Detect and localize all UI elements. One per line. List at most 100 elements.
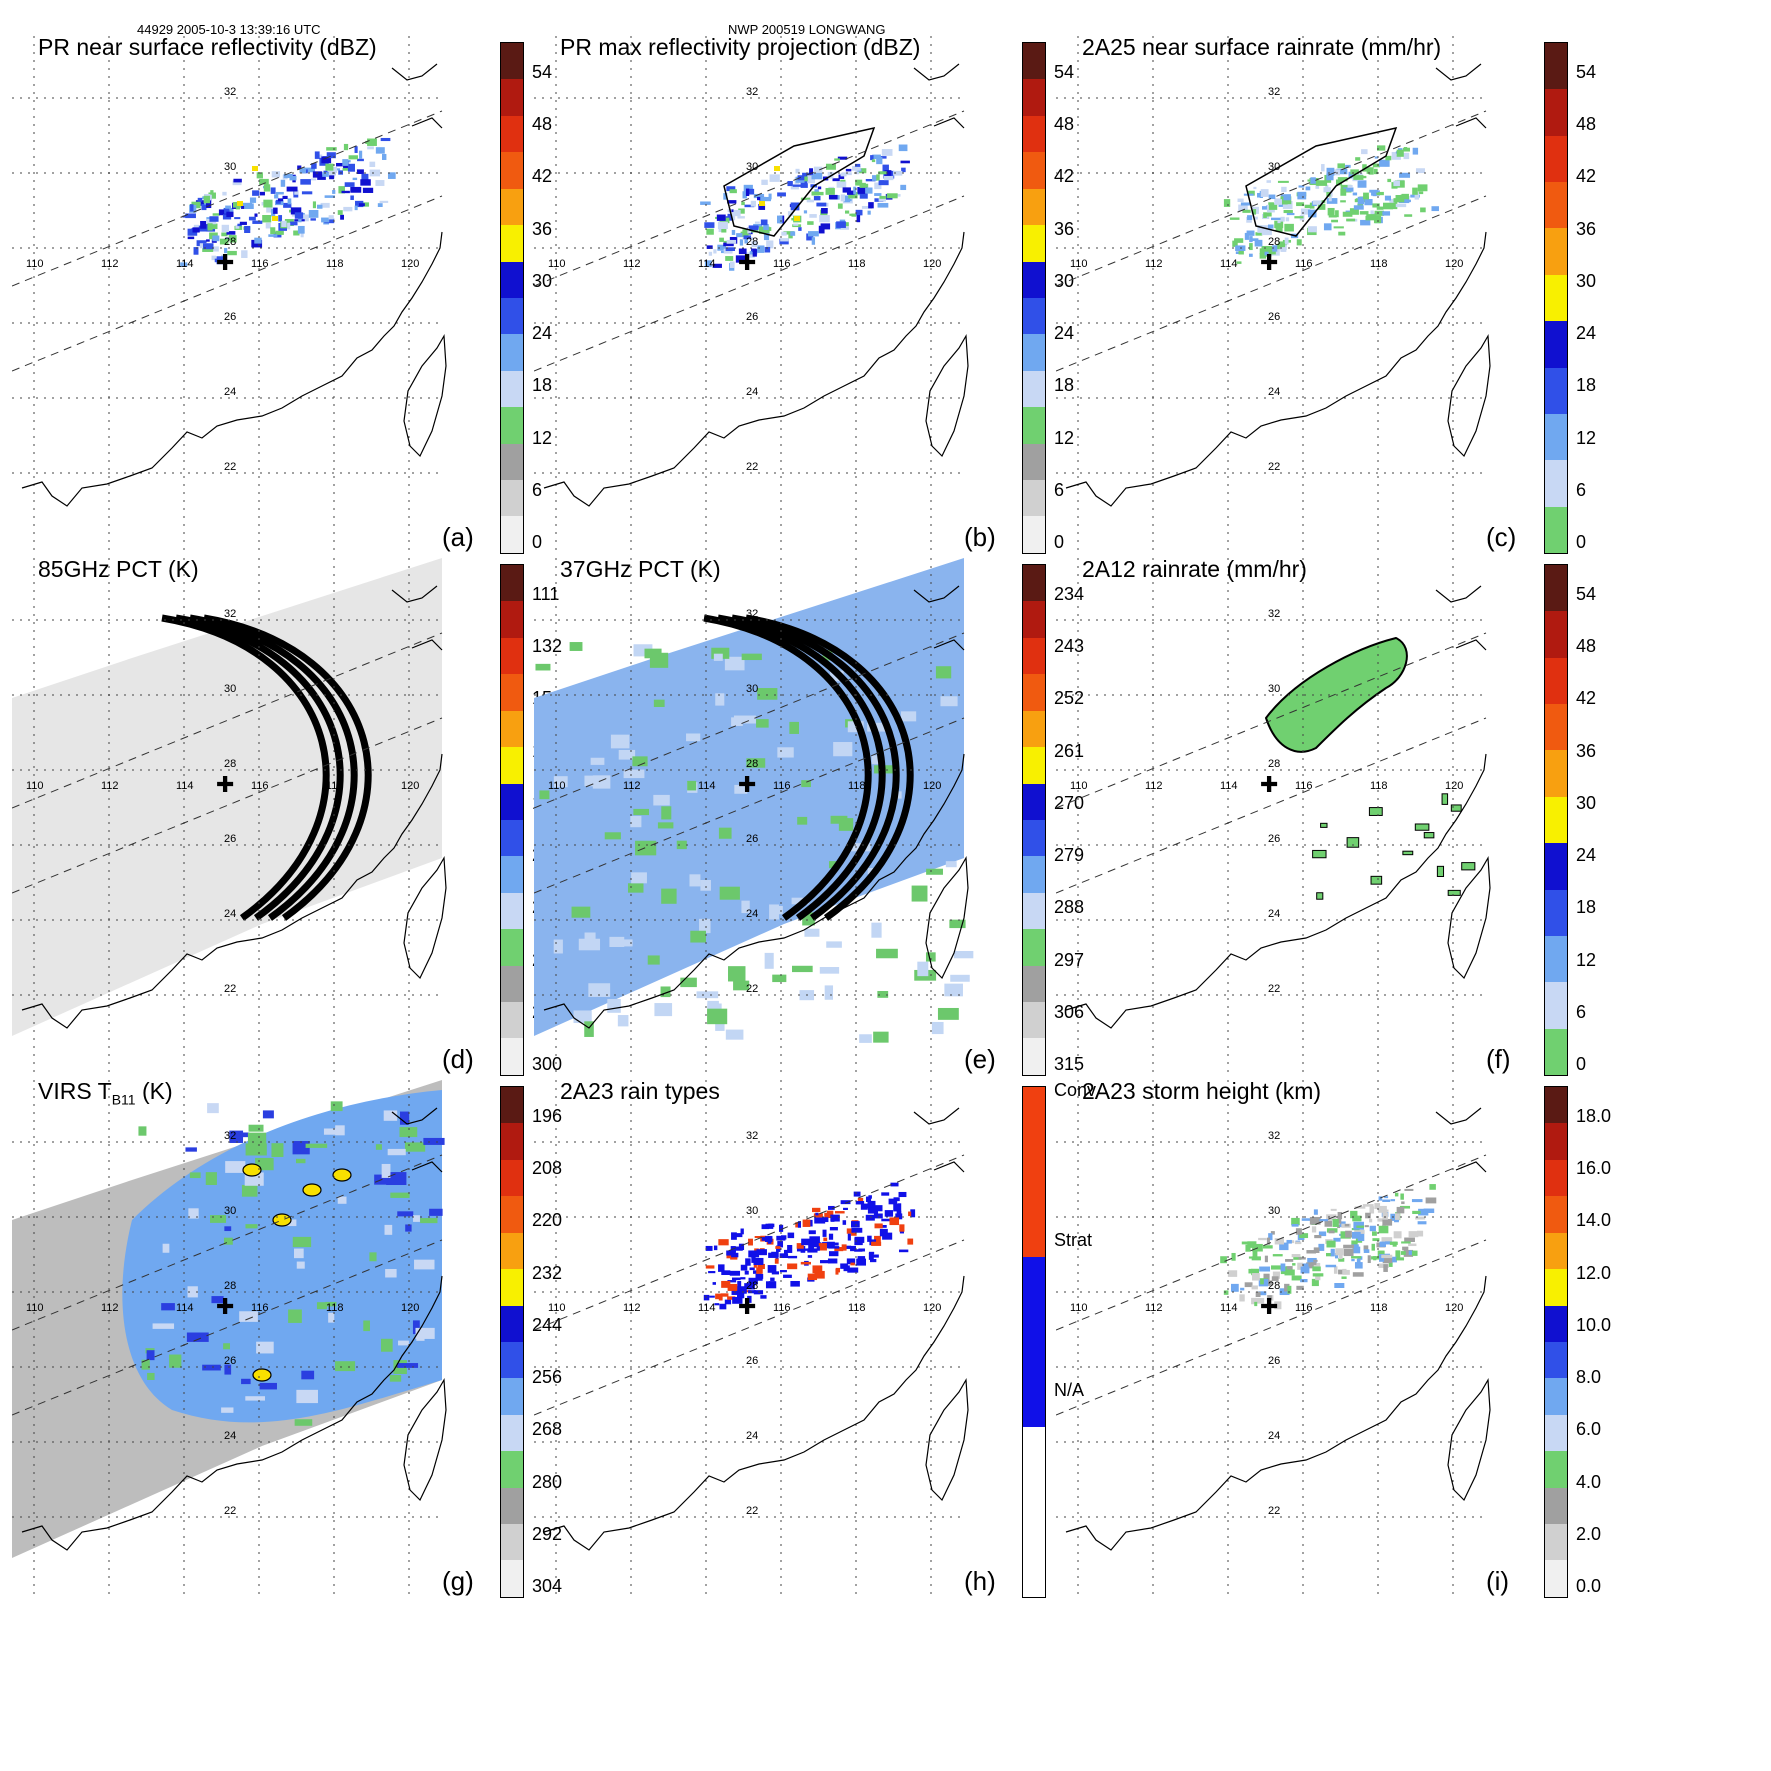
lon-label: 114 <box>176 780 194 792</box>
colorbar <box>500 42 524 554</box>
lon-label: 120 <box>401 258 420 270</box>
colorbar-segment <box>501 1087 523 1124</box>
colorbar-ticks: 196 208 220 232 244 256 268 280 292 304 <box>532 1080 592 1620</box>
colorbar-segment <box>501 1378 523 1415</box>
colorbar-segment <box>1023 516 1045 553</box>
lat-label: 30 <box>746 1205 759 1217</box>
colorbar-segment <box>501 43 523 80</box>
storm-center-icon: ✚ <box>738 773 756 798</box>
colorbar-segment <box>501 637 523 675</box>
colorbar-segment <box>501 1123 523 1160</box>
lon-label: 118 <box>1370 1302 1388 1314</box>
lon-label: 116 <box>1295 1302 1313 1314</box>
colorbar-segment <box>1023 1427 1045 1597</box>
lon-label: 120 <box>923 1302 942 1314</box>
lat-label: 28 <box>1268 236 1281 248</box>
colorbar-segment <box>1023 407 1045 444</box>
colorbar-tick-label: 16.0 <box>1576 1158 1612 1179</box>
colorbar-segment <box>1023 1087 1045 1257</box>
colorbar-tick-label: 0 <box>532 532 543 552</box>
colorbar-tick-label: 54 <box>1576 584 1597 604</box>
lon-label: 118 <box>848 258 866 270</box>
lon-label: 116 <box>251 258 269 270</box>
colorbar-segment <box>1545 982 1567 1029</box>
colorbar-segment <box>1023 747 1045 784</box>
colorbar-segment <box>501 79 523 116</box>
panel-title: PR max reflectivity projection (dBZ) <box>560 34 921 60</box>
panel-title: 37GHz PCT (K) <box>560 556 721 582</box>
lat-label: 22 <box>746 1505 759 1517</box>
lat-label: 22 <box>746 461 759 473</box>
colorbar-segment <box>501 710 523 748</box>
lon-label: 118 <box>326 1302 344 1314</box>
colorbar-segment <box>501 1038 523 1075</box>
colorbar-ticks: 18.0 16.0 14.0 12.0 10.0 8.0 6.0 4.0 2.0 0.0 <box>1576 1080 1636 1620</box>
colorbar-segment <box>501 965 523 1003</box>
colorbar-segment <box>501 565 523 602</box>
lon-label: 110 <box>548 258 566 270</box>
storm-center-icon: ✚ <box>216 773 234 798</box>
colorbar-tick-label: 30 <box>1054 270 1075 291</box>
lon-label: 120 <box>1445 258 1464 270</box>
colorbar-tick-label: 18.0 <box>1576 1106 1612 1126</box>
colorbar-tick-label: 24 <box>532 323 553 344</box>
graticule <box>1056 1080 1486 1596</box>
colorbar-tick-label: Strat <box>1054 1230 1093 1250</box>
storm-center-icon: ✚ <box>738 1295 756 1320</box>
colorbar <box>1544 564 1568 1076</box>
colorbar-segment <box>1545 889 1567 936</box>
colorbar-segment <box>501 1002 523 1039</box>
lon-label: 112 <box>1145 780 1163 792</box>
colorbar-tick-label: Conv <box>1054 1080 1097 1100</box>
lon-label: 114 <box>698 258 716 270</box>
colorbar <box>1544 1086 1568 1598</box>
panel-title: 2A12 rainrate (mm/hr) <box>1082 556 1307 582</box>
map-b: ✚ <box>534 36 969 552</box>
colorbar-segment <box>501 747 523 784</box>
lon-label: 120 <box>401 780 420 792</box>
colorbar-tick-label: 30 <box>1576 792 1597 813</box>
taiwan-coastline <box>403 334 447 458</box>
colorbar-segment <box>1023 674 1045 711</box>
colorbar-tick-label: 18 <box>532 375 553 396</box>
colorbar <box>500 1086 524 1598</box>
lat-label: 24 <box>224 386 237 398</box>
colorbar-segment <box>1545 1232 1567 1270</box>
colorbar-segment <box>1023 43 1045 80</box>
colorbar-segment <box>501 1305 523 1342</box>
colorbar-segment <box>1545 506 1567 553</box>
data-field <box>703 1182 916 1310</box>
data-field <box>1220 1184 1437 1310</box>
lon-label: 116 <box>773 1302 791 1314</box>
coastline <box>543 753 965 1029</box>
lat-label: 24 <box>224 1430 237 1442</box>
storm-center-icon: ✚ <box>216 1295 234 1320</box>
colorbar-tick-label: 288 <box>1054 897 1085 918</box>
lat-label: 32 <box>224 608 237 620</box>
colorbar-ticks: 234 243 252 261 270 279 288 297 306 315 <box>1054 558 1114 1098</box>
lat-label: 24 <box>1268 386 1281 398</box>
map-h: ✚ <box>534 1080 969 1596</box>
colorbar-tick-label: 4.0 <box>1576 1471 1602 1492</box>
lat-label: 28 <box>224 1280 237 1292</box>
map-g: ✚ <box>12 1080 447 1596</box>
coastline <box>21 1275 443 1551</box>
data-field <box>700 126 910 271</box>
colorbar <box>1544 42 1568 554</box>
colorbar-segment <box>1023 334 1045 371</box>
storm-center-icon: ✚ <box>738 251 756 276</box>
panel-b: ✚ 32 30 28 26 24 22 110 112 114 116 118 120 PR max re… <box>534 34 1114 576</box>
colorbar-segment <box>1545 460 1567 507</box>
colorbar-segment <box>1545 1123 1567 1160</box>
colorbar-tick-label: 36 <box>1054 218 1075 239</box>
panel-label: (e) <box>964 1044 996 1074</box>
panel-h: ✚ 32 30 28 26 24 22 110 112 114 116 118 120 2A23 rain… <box>534 1078 1114 1620</box>
taiwan-coastline <box>403 1378 447 1502</box>
colorbar-segment <box>1023 601 1045 638</box>
panel-title: 85GHz PCT (K) <box>38 556 199 582</box>
lat-label: 32 <box>746 86 759 98</box>
colorbar-segment <box>1023 929 1045 966</box>
colorbar-segment <box>1545 1414 1567 1452</box>
storm-center-icon: ✚ <box>1260 1295 1278 1320</box>
lat-label: 24 <box>1268 908 1281 920</box>
